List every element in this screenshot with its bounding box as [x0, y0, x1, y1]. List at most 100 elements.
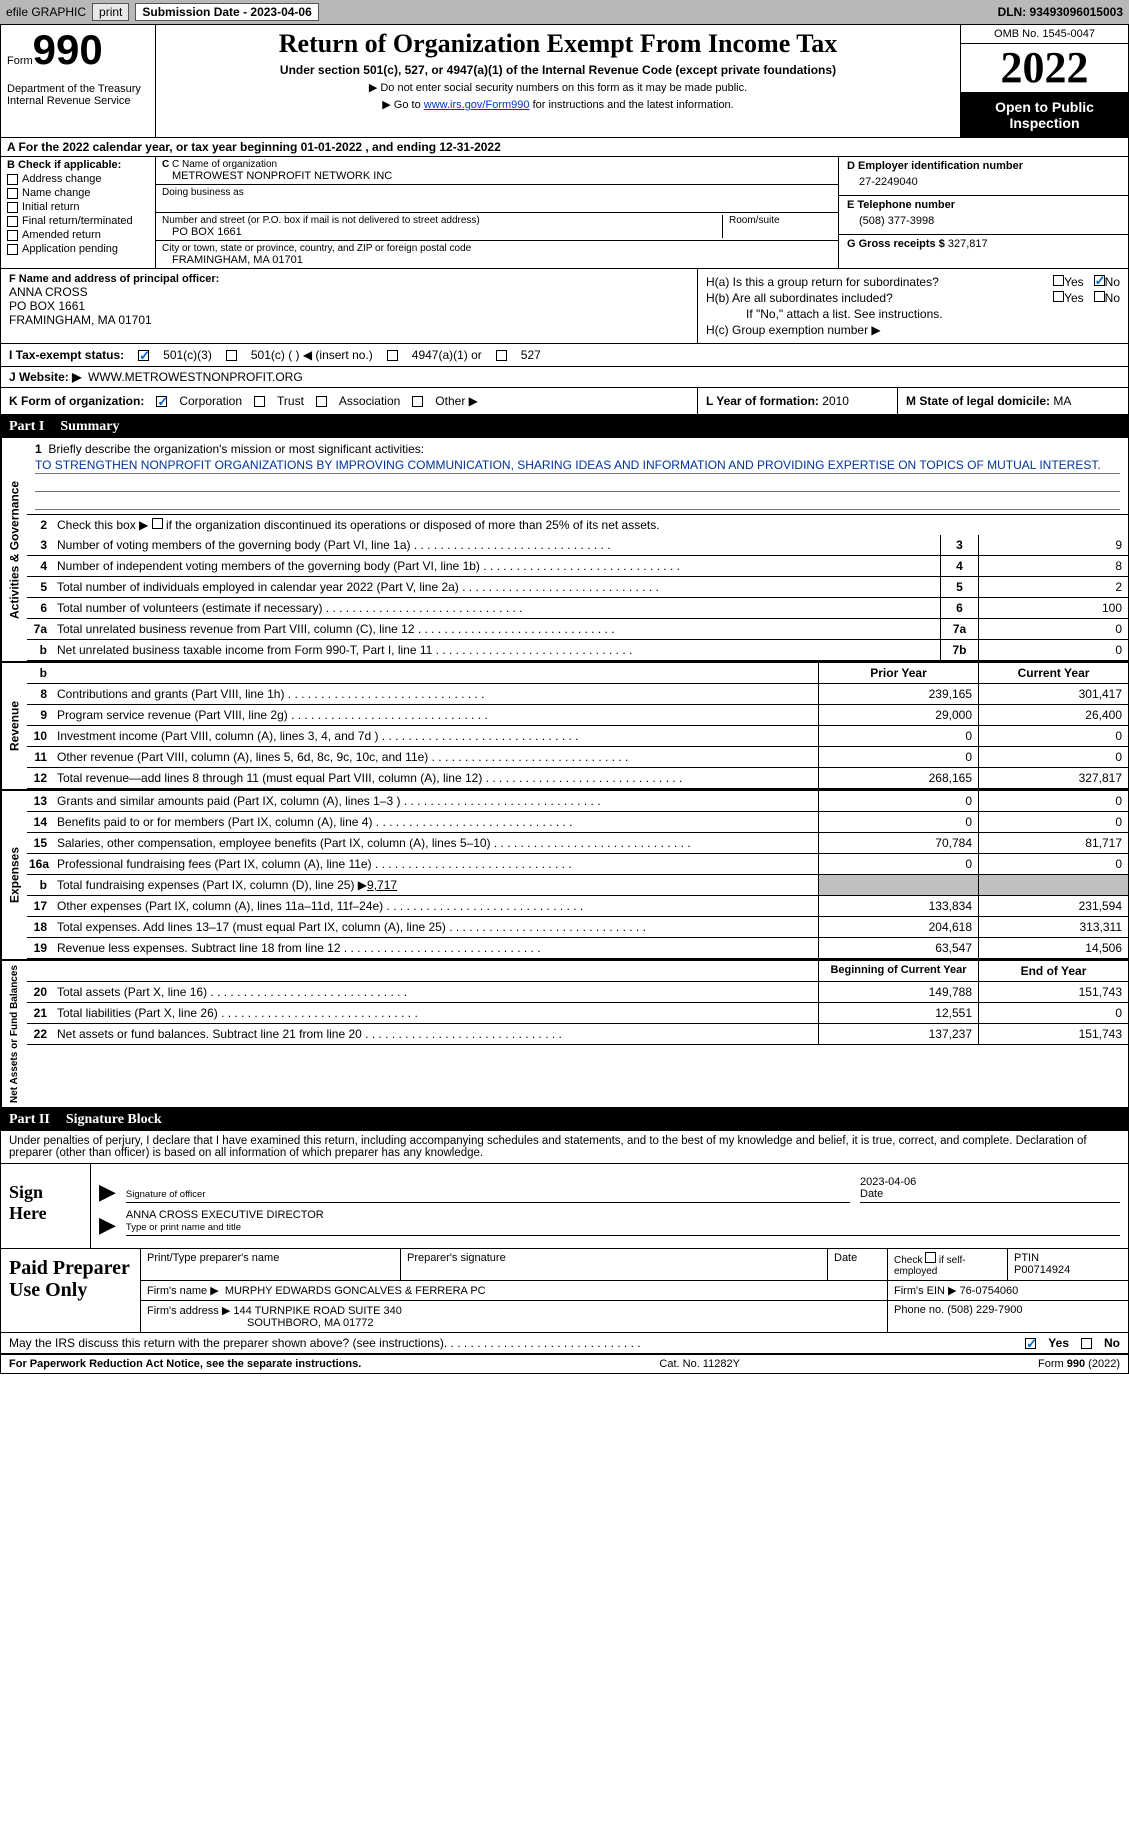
cb-address-change[interactable]: [7, 174, 18, 185]
col-c-org: C C Name of organization METROWEST NONPR…: [156, 157, 838, 268]
firm-addr2: SOUTHBORO, MA 01772: [147, 1317, 374, 1329]
summary-line: 7a Total unrelated business revenue from…: [27, 619, 1128, 640]
inspection-label: Open to Public Inspection: [961, 93, 1128, 137]
cb-amended[interactable]: [7, 230, 18, 241]
paid-label: Paid Preparer Use Only: [1, 1249, 141, 1332]
title-block: Return of Organization Exempt From Incom…: [156, 25, 960, 137]
officer-block: F Name and address of principal officer:…: [1, 269, 698, 343]
phone-value: (508) 377-3998: [847, 211, 1120, 231]
cb-name-change[interactable]: [7, 188, 18, 199]
mission-block: 1 Briefly describe the organization's mi…: [27, 438, 1128, 515]
form-subtitle: Under section 501(c), 527, or 4947(a)(1)…: [164, 63, 952, 77]
firm-addr1: 144 TURNPIKE ROAD SUITE 340: [233, 1305, 402, 1317]
print-button[interactable]: print: [92, 3, 129, 21]
submission-date: Submission Date - 2023-04-06: [135, 3, 318, 21]
cb-4947[interactable]: [387, 350, 398, 361]
gross-value: 327,817: [948, 238, 988, 250]
sign-here-block: Sign Here ▶ Signature of officer 2023-04…: [1, 1164, 1128, 1248]
firm-phone: (508) 229-7900: [947, 1304, 1022, 1316]
city-value: FRAMINGHAM, MA 01701: [162, 254, 832, 266]
cb-discuss-no[interactable]: [1081, 1338, 1092, 1349]
cb-discontinued[interactable]: [152, 518, 163, 529]
irs-link[interactable]: www.irs.gov/Form990: [424, 99, 530, 111]
form-990: Form990 Department of the TreasuryIntern…: [0, 24, 1129, 1374]
dept-label: Department of the TreasuryInternal Reven…: [7, 83, 149, 107]
sig-arrow-icon-2: ▶: [99, 1214, 116, 1236]
summary-line: 20 Total assets (Part X, line 16) 149,78…: [27, 982, 1128, 1003]
row-a-period: A For the 2022 calendar year, or tax yea…: [1, 138, 1128, 157]
form-id-block: Form990 Department of the TreasuryIntern…: [1, 25, 156, 137]
cb-ha-yes[interactable]: [1053, 275, 1064, 286]
cb-corp[interactable]: [156, 396, 167, 407]
cb-trust[interactable]: [254, 396, 265, 407]
part1-header: Part I Summary: [1, 416, 1128, 438]
summary-line: 8 Contributions and grants (Part VIII, l…: [27, 684, 1128, 705]
officer-addr2: FRAMINGHAM, MA 01701: [9, 313, 689, 327]
cb-assoc[interactable]: [316, 396, 327, 407]
cb-501c3[interactable]: [138, 350, 149, 361]
dba-value: [162, 198, 832, 210]
ein-label: D Employer identification number: [847, 160, 1120, 172]
summary-line: 15 Salaries, other compensation, employe…: [27, 833, 1128, 854]
form-title: Return of Organization Exempt From Incom…: [164, 29, 952, 59]
cb-527[interactable]: [496, 350, 507, 361]
summary-line: 6 Total number of volunteers (estimate i…: [27, 598, 1128, 619]
firm-name: MURPHY EDWARDS GONCALVES & FERRERA PC: [225, 1285, 486, 1297]
omb-number: OMB No. 1545-0047: [961, 25, 1128, 44]
row-k: K Form of organization: Corporation Trus…: [1, 388, 1128, 416]
sign-here-label: Sign Here: [1, 1164, 91, 1248]
summary-line: 4 Number of independent voting members o…: [27, 556, 1128, 577]
tax-year: 2022: [961, 44, 1128, 93]
form-label: Form: [7, 55, 33, 67]
begin-year-header: Beginning of Current Year: [818, 961, 978, 981]
line2-text: Check this box ▶ if the organization dis…: [53, 515, 1128, 535]
dln-label: DLN: 93493096015003: [998, 5, 1123, 19]
footer-right: Form 990 (2022): [1038, 1358, 1120, 1370]
org-name: METROWEST NONPROFIT NETWORK INC: [162, 170, 832, 182]
summary-line: 18 Total expenses. Add lines 13–17 (must…: [27, 917, 1128, 938]
cb-final-return[interactable]: [7, 216, 18, 227]
footer-left: For Paperwork Reduction Act Notice, see …: [9, 1358, 361, 1370]
summary-line: 14 Benefits paid to or for members (Part…: [27, 812, 1128, 833]
i-label: I Tax-exempt status:: [9, 348, 124, 362]
cb-initial-return[interactable]: [7, 202, 18, 213]
dba-label: Doing business as: [162, 187, 832, 198]
j-label: J Website: ▶: [9, 370, 81, 384]
cb-ha-no[interactable]: [1094, 275, 1105, 286]
sig-arrow-icon: ▶: [99, 1181, 116, 1203]
summary-line: 19 Revenue less expenses. Subtract line …: [27, 938, 1128, 959]
vtab-expenses: Expenses: [1, 791, 27, 959]
sig-officer: Signature of officer: [126, 1176, 850, 1203]
summary-line: 22 Net assets or fund balances. Subtract…: [27, 1024, 1128, 1045]
k-label: K Form of organization:: [9, 394, 144, 408]
col-b-label: B Check if applicable:: [7, 159, 149, 171]
cb-hb-yes[interactable]: [1053, 291, 1064, 302]
m-value: MA: [1053, 394, 1071, 408]
self-employed-check: Check if self-employed: [888, 1249, 1008, 1280]
cb-application-pending[interactable]: [7, 244, 18, 255]
sig-name: ANNA CROSS EXECUTIVE DIRECTORType or pri…: [126, 1209, 1120, 1236]
gross-label: G Gross receipts $: [847, 238, 945, 250]
ein-value: 27-2249040: [847, 172, 1120, 192]
footer: For Paperwork Reduction Act Notice, see …: [1, 1353, 1128, 1373]
current-year-header: Current Year: [978, 663, 1128, 683]
summary-line: 10 Investment income (Part VIII, column …: [27, 726, 1128, 747]
summary-line: 11 Other revenue (Part VIII, column (A),…: [27, 747, 1128, 768]
cb-hb-no[interactable]: [1094, 291, 1105, 302]
hb-note: If "No," attach a list. See instructions…: [746, 307, 943, 321]
cb-discuss-yes[interactable]: [1025, 1338, 1036, 1349]
summary-line: 12 Total revenue—add lines 8 through 11 …: [27, 768, 1128, 789]
phone-label: E Telephone number: [847, 199, 1120, 211]
hc-label: H(c) Group exemption number ▶: [706, 323, 881, 337]
ptin-value: P00714924: [1014, 1264, 1070, 1276]
summary-line: 17 Other expenses (Part IX, column (A), …: [27, 896, 1128, 917]
part2-header: Part II Signature Block: [1, 1109, 1128, 1131]
cb-other[interactable]: [412, 396, 423, 407]
discuss-row: May the IRS discuss this return with the…: [1, 1332, 1128, 1353]
l-value: 2010: [822, 394, 849, 408]
officer-addr1: PO BOX 1661: [9, 299, 689, 313]
tax-status-row: I Tax-exempt status: 501(c)(3) 501(c) ( …: [1, 344, 1128, 367]
summary-line: 21 Total liabilities (Part X, line 26) 1…: [27, 1003, 1128, 1024]
cb-501c[interactable]: [226, 350, 237, 361]
vtab-revenue: Revenue: [1, 663, 27, 789]
